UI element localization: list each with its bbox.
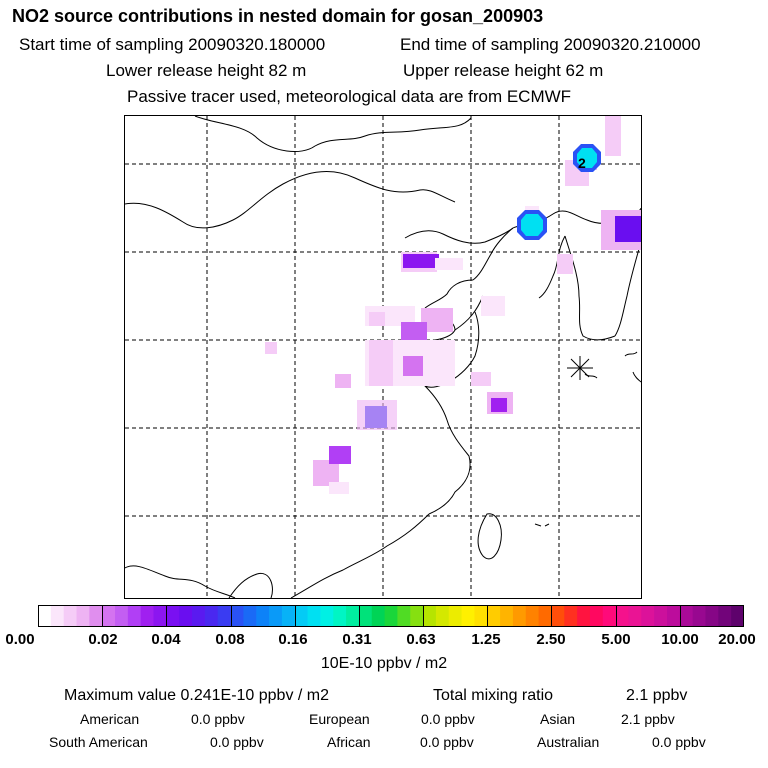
colorbar-cell — [153, 605, 167, 627]
colorbar-cell — [512, 605, 527, 627]
colorbar-tick: 20.00 — [718, 631, 756, 648]
colorbar-cell — [281, 605, 296, 627]
region-name: South American — [49, 734, 148, 750]
region-value: 0.0 ppbv — [420, 734, 474, 750]
colorbar-cell — [435, 605, 450, 627]
region-name: American — [80, 711, 140, 727]
colorbar-cell — [474, 605, 488, 627]
contour-label: 2 — [578, 155, 586, 171]
colorbar-unit: 10E-10 ppbv / m2 — [320, 655, 448, 672]
colorbar-cell — [230, 605, 244, 627]
colorbar-cell — [487, 605, 501, 627]
high-concentration-spots — [517, 144, 601, 240]
colorbar-tick: 0.31 — [342, 631, 372, 648]
colorbar-cell — [731, 605, 744, 627]
colorbar-cell — [256, 605, 270, 627]
colorbar-cell — [346, 605, 360, 627]
colorbar-cell — [204, 605, 219, 627]
colorbar-cell — [384, 605, 399, 627]
colorbar-cell — [564, 605, 578, 627]
colorbar-cell — [602, 605, 617, 627]
colorbar-cell — [448, 605, 463, 627]
colorbar-cell — [705, 605, 719, 627]
region-name: European — [309, 711, 370, 727]
colorbar-cell — [423, 605, 437, 627]
region-value: 0.0 ppbv — [421, 711, 475, 727]
colorbar-cell — [50, 605, 65, 627]
colorbar-cell — [615, 605, 630, 627]
colorbar-cell — [628, 605, 642, 627]
region-name: African — [327, 734, 371, 750]
region-value: 0.0 ppbv — [210, 734, 264, 750]
colorbar-cell — [692, 605, 707, 627]
map-panel: 2 — [124, 115, 642, 599]
colorbar-tick: 0.16 — [278, 631, 308, 648]
colorbar-cell — [102, 605, 116, 627]
colorbar-cell — [371, 605, 386, 627]
colorbar-cell — [358, 605, 373, 627]
colorbar-cell — [89, 605, 103, 627]
colorbar-cell — [192, 605, 206, 627]
tracer-note: Passive tracer used, meteorological data… — [127, 87, 572, 106]
colorbar-cell — [577, 605, 591, 627]
colorbar-cell — [641, 605, 655, 627]
colorbar — [38, 605, 744, 627]
colorbar-cell — [307, 605, 321, 627]
colorbar-cell — [294, 605, 309, 627]
lower-release-height-label: Lower release height 82 m — [106, 61, 307, 80]
colorbar-cell — [140, 605, 155, 627]
colorbar-tick: 5.00 — [601, 631, 631, 648]
colorbar-tick: 0.08 — [215, 631, 245, 648]
colorbar-cell — [127, 605, 142, 627]
colorbar-tick: 10.00 — [661, 631, 699, 648]
upper-release-height-label: Upper release height 62 m — [403, 61, 604, 80]
total-mixing-value: 2.1 ppbv — [626, 687, 688, 704]
colorbar-tick: 0.04 — [151, 631, 181, 648]
colorbar-cell — [63, 605, 78, 627]
colorbar-cell — [76, 605, 90, 627]
asterisk-receptor-icon — [567, 356, 593, 380]
total-mixing-label: Total mixing ratio — [433, 687, 554, 704]
colorbar-tick: 0.02 — [88, 631, 118, 648]
maximum-value: Maximum value 0.241E-10 ppbv / m2 — [64, 687, 330, 704]
region-value: 0.0 ppbv — [191, 711, 245, 727]
colorbar-cell — [525, 605, 540, 627]
colorbar-cell — [718, 605, 732, 627]
colorbar-cell — [179, 605, 193, 627]
colorbar-cell — [38, 605, 52, 627]
coastlines — [125, 116, 641, 598]
colorbar-cell — [461, 605, 476, 627]
colorbar-cell — [654, 605, 668, 627]
colorbar-tick: 0.00 — [5, 631, 35, 648]
colorbar-tick: 1.25 — [471, 631, 501, 648]
colorbar-cell — [333, 605, 347, 627]
colorbar-tick: 0.63 — [406, 631, 436, 648]
colorbar-cell — [115, 605, 129, 627]
colorbar-cell — [269, 605, 283, 627]
region-name: Australian — [537, 734, 600, 750]
colorbar-cell — [217, 605, 232, 627]
concentration-field — [265, 116, 641, 494]
colorbar-cell — [397, 605, 411, 627]
colorbar-cell — [320, 605, 334, 627]
colorbar-cell — [500, 605, 514, 627]
colorbar-cell — [589, 605, 604, 627]
page-title: NO2 source contributions in nested domai… — [12, 6, 544, 26]
colorbar-tick: 2.50 — [536, 631, 566, 648]
colorbar-cell — [679, 605, 694, 627]
colorbar-cell — [538, 605, 553, 627]
start-time-label: Start time of sampling 20090320.180000 — [19, 35, 326, 54]
region-value: 0.0 ppbv — [652, 734, 706, 750]
colorbar-cell — [243, 605, 257, 627]
end-time-label: End time of sampling 20090320.210000 — [400, 35, 701, 54]
region-value: 2.1 ppbv — [621, 711, 675, 727]
colorbar-cell — [410, 605, 424, 627]
colorbar-cell — [666, 605, 681, 627]
region-name: Asian — [540, 711, 576, 727]
colorbar-cell — [551, 605, 565, 627]
colorbar-cell — [166, 605, 180, 627]
